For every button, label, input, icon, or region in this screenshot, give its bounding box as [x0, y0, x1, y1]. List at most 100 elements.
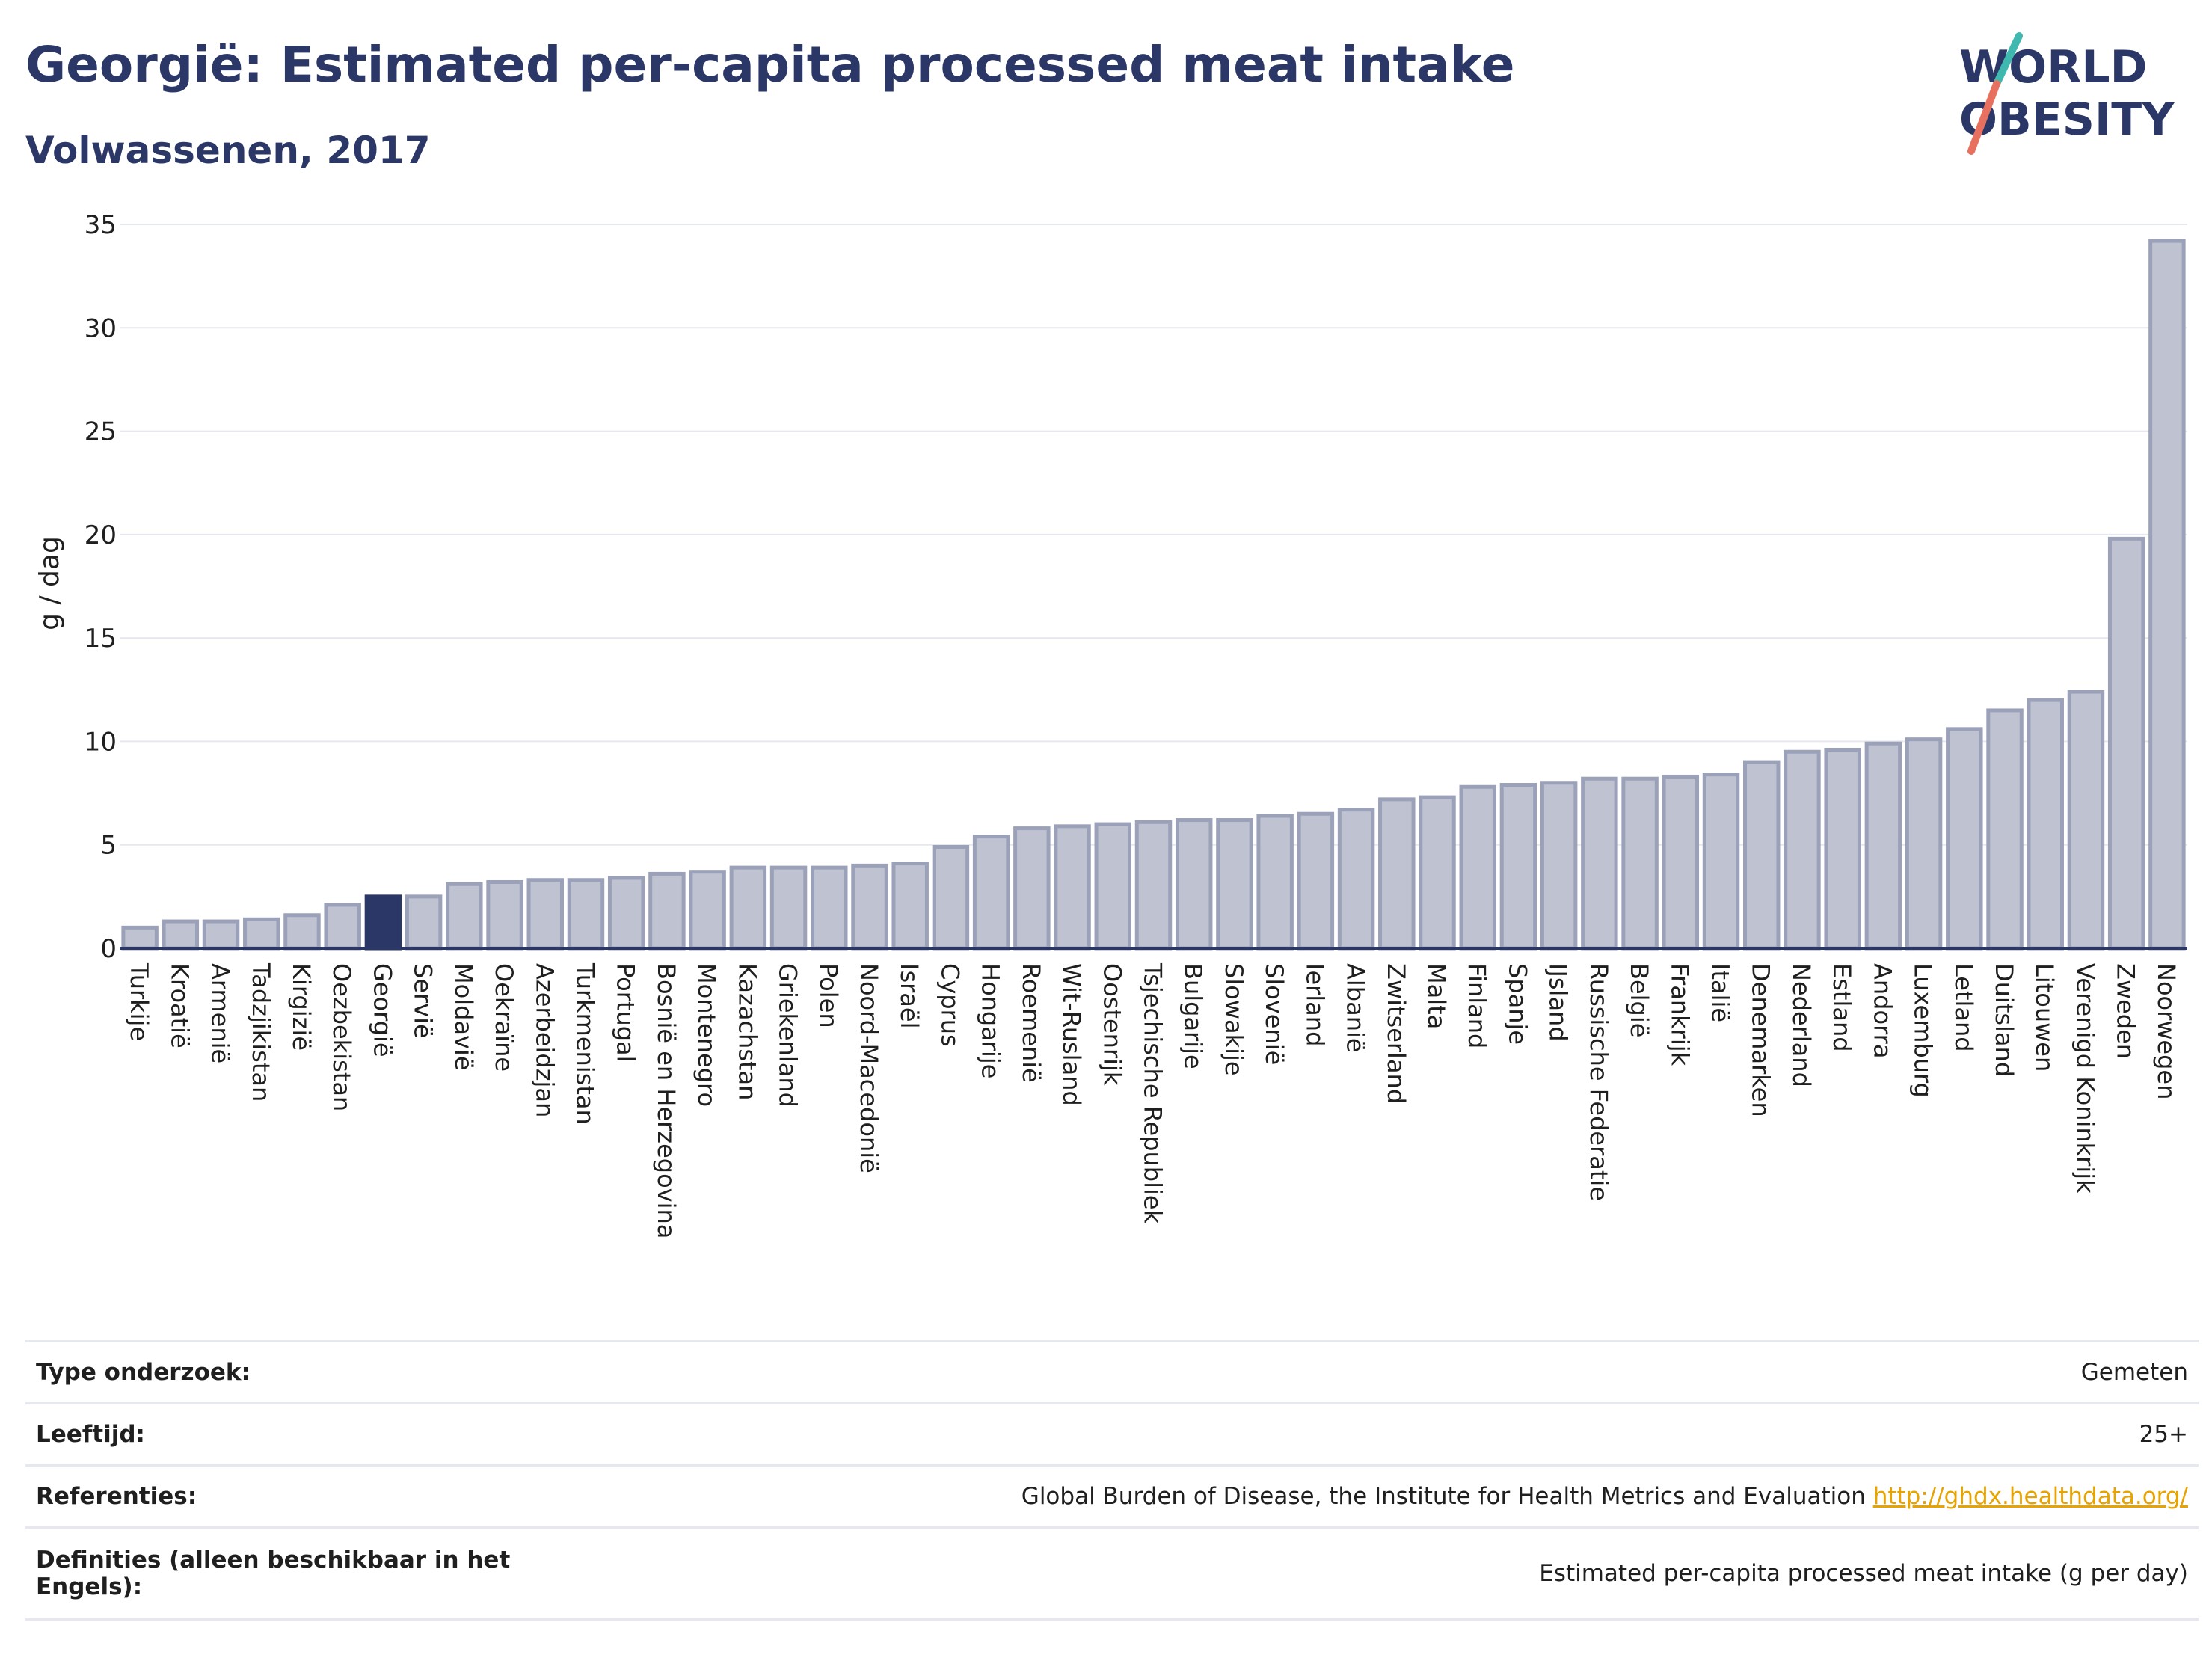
x-tick-label: Kirgizië [287, 963, 316, 1051]
bar-oekra-ne[interactable] [486, 879, 523, 951]
x-tick-label: Armenië [206, 963, 235, 1063]
bar-russische-federatie[interactable] [1581, 776, 1618, 951]
x-tick-label: Letland [1950, 963, 1978, 1052]
bar-armeni-[interactable] [202, 919, 240, 951]
meta-label: Definities (alleen beschikbaar in het En… [25, 1526, 525, 1621]
bar-ijsland[interactable] [1540, 781, 1578, 951]
bar-finland[interactable] [1459, 784, 1496, 951]
x-tick-label: Russische Federatie [1585, 963, 1613, 1201]
y-axis-label: g / dag [34, 536, 65, 630]
bar-zweden[interactable] [2107, 536, 2145, 951]
x-tick-label: Bosnië en Herzegovina [652, 963, 681, 1238]
bar-hongarije[interactable] [972, 835, 1010, 951]
bar-luxemburg[interactable] [1905, 737, 1943, 951]
reference-link[interactable]: http://ghdx.healthdata.org/ [1872, 1483, 2188, 1510]
bar-moldavi-[interactable] [446, 882, 483, 951]
chart-subtitle: Volwassenen, 2017 [25, 129, 431, 172]
x-tick-label: Zwitserland [1382, 963, 1410, 1104]
bar-nederland[interactable] [1784, 749, 1821, 951]
x-tick-label: Italië [1706, 963, 1735, 1022]
bar-kazachstan[interactable] [729, 865, 767, 951]
y-axis-ticks: 0 5 10 15 20 25 30 35 [85, 210, 117, 964]
bar-wit-rusland[interactable] [1054, 824, 1091, 951]
x-tick-label: Luxemburg [1909, 963, 1938, 1098]
meta-label: Referenties: [25, 1464, 525, 1528]
bar-ierland[interactable] [1297, 811, 1335, 951]
bar-zwitserland[interactable] [1378, 797, 1416, 951]
x-tick-label: Polen [814, 963, 843, 1028]
bar-spanje[interactable] [1499, 783, 1537, 951]
bar-bosni-en-herzegovina[interactable] [648, 871, 686, 951]
bar-noord-macedoni-[interactable] [851, 863, 888, 951]
bar-belgi-[interactable] [1621, 776, 1659, 951]
x-tick-label: Tsjechische Republiek [1139, 962, 1167, 1224]
bar-sloveni-[interactable] [1256, 814, 1294, 951]
bar-portugal[interactable] [607, 876, 645, 951]
bar-cyprus[interactable] [932, 844, 970, 951]
x-tick-label: Tadzjikistan [247, 962, 275, 1102]
bar-albani-[interactable] [1337, 808, 1375, 951]
x-tick-label: Azerbeidzjan [530, 963, 559, 1117]
meta-row-references: Referenties: Global Burden of Disease, t… [25, 1464, 2199, 1528]
x-tick-label: Verenigd Koninkrijk [2071, 963, 2099, 1194]
x-tick-label: Oezbekistan [328, 963, 356, 1111]
x-axis-labels: Turkije Kroatië Armenië Tadzjikistan Kirgizi… [125, 962, 2181, 1238]
x-tick-label: Ierland [1300, 963, 1329, 1046]
bar-azerbeidzjan[interactable] [526, 878, 564, 951]
bar-griekenland[interactable] [769, 865, 808, 951]
bar-tadzjikistan[interactable] [243, 917, 280, 951]
bar-malta[interactable] [1419, 795, 1456, 951]
bar-frankrijk[interactable] [1662, 774, 1700, 951]
bar-itali-[interactable] [1702, 773, 1740, 951]
x-tick-label: Bulgarije [1179, 963, 1208, 1069]
logo-line1: WORLD [1959, 41, 2147, 93]
x-tick-label: Noord-Macedonië [855, 963, 883, 1173]
chart-title: Georgië: Estimated per-capita processed … [25, 36, 1515, 93]
bar-litouwen[interactable] [2027, 698, 2064, 951]
x-tick-label: Albanië [1342, 963, 1370, 1053]
bar-noorwegen[interactable] [2148, 239, 2186, 951]
x-tick-label: België [1625, 963, 1653, 1037]
bar-turkije[interactable] [121, 925, 159, 951]
bar-duitsland[interactable] [1986, 708, 2024, 951]
x-tick-label: Turkije [125, 962, 153, 1041]
x-tick-label: Moldavië [449, 963, 478, 1071]
world-obesity-logo: WORLD OBESITY [1959, 32, 2175, 155]
meta-label: Type onderzoek: [25, 1340, 525, 1404]
bar-isra-l[interactable] [891, 862, 929, 951]
x-tick-label: Cyprus [936, 963, 964, 1047]
bar-georgi-[interactable] [364, 894, 402, 951]
x-tick-label: Finland [1463, 963, 1491, 1048]
y-tick-label: 30 [85, 313, 117, 343]
bar-turkmenistan[interactable] [567, 878, 605, 951]
bar-oezbekistan[interactable] [324, 903, 361, 951]
x-tick-label: Hongarije [977, 963, 1005, 1078]
bar-polen[interactable] [811, 865, 848, 951]
x-tick-label: Slowakije [1220, 963, 1248, 1076]
bar-bulgarije[interactable] [1175, 818, 1213, 951]
bar-slowakije[interactable] [1216, 818, 1253, 951]
bar-estland[interactable] [1824, 747, 1861, 951]
bar-tsjechische-republiek[interactable] [1134, 820, 1173, 951]
bar-letland[interactable] [1946, 727, 1983, 951]
bar-servi-[interactable] [405, 894, 443, 951]
bar-andorra[interactable] [1864, 741, 1902, 951]
bar-denemarken[interactable] [1743, 760, 1781, 951]
x-tick-label: Denemarken [1747, 963, 1775, 1117]
meta-value: Global Burden of Disease, the Institute … [1021, 1483, 1866, 1510]
y-tick-label: 35 [85, 210, 117, 240]
bar-kroati-[interactable] [162, 919, 200, 951]
bar-kirgizi-[interactable] [283, 913, 321, 951]
x-tick-label: Malta [1422, 963, 1451, 1029]
x-tick-label: Oostenrijk [1098, 963, 1126, 1086]
bar-chart: 0 5 10 15 20 25 30 35 Turkije Kroatië Armenië Tadz… [34, 210, 2187, 1238]
meta-value: Gemeten [525, 1340, 2199, 1404]
bar-verenigd-koninkrijk[interactable] [2067, 690, 2105, 951]
x-tick-label: Estland [1828, 963, 1856, 1052]
bar-oostenrijk[interactable] [1094, 822, 1132, 951]
x-tick-label: Griekenland [774, 963, 802, 1108]
x-tick-label: Portugal [612, 963, 640, 1063]
bar-montenegro[interactable] [689, 870, 726, 951]
meta-row-survey-type: Type onderzoek: Gemeten [25, 1340, 2199, 1404]
bar-roemeni-[interactable] [1013, 826, 1051, 951]
